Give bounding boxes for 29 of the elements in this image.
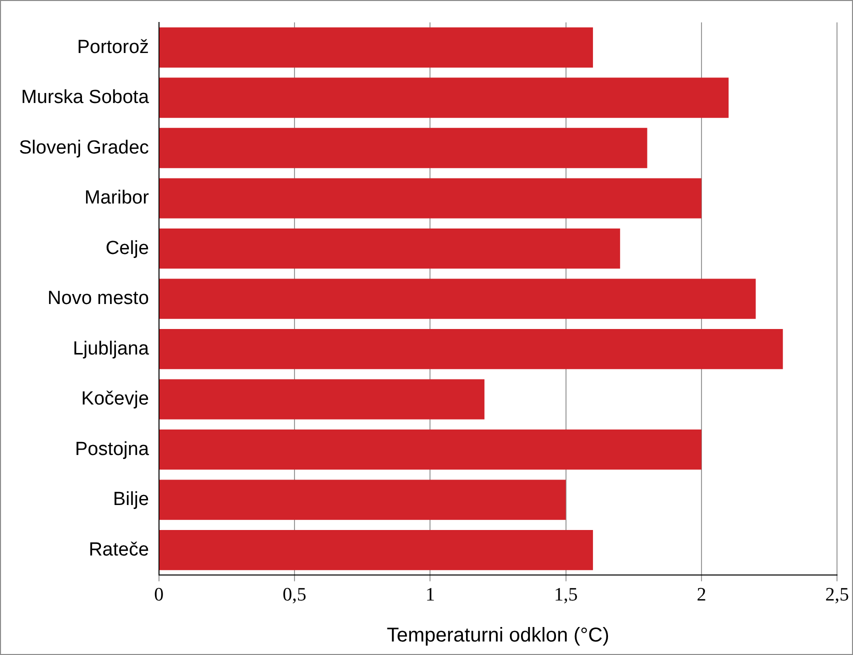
y-tick-label: Novo mesto [48, 288, 149, 310]
y-tick-label: Postojna [74, 438, 150, 460]
x-axis-title: Temperaturni odklon (°C) [386, 624, 610, 647]
bar [159, 78, 729, 118]
bar [159, 328, 783, 370]
x-tick-label: 1 [425, 584, 435, 606]
x-tick-label: 0 [154, 584, 164, 606]
bar [159, 178, 702, 218]
bar [159, 27, 593, 68]
bar [159, 530, 593, 570]
bar [159, 429, 702, 470]
y-tick-label: Kočevje [81, 388, 149, 410]
x-tick-label: 2,5 [825, 584, 849, 606]
x-tick-label: 1,5 [554, 584, 578, 606]
bar [159, 228, 620, 269]
y-tick-label: Ljubljana [72, 338, 150, 360]
bar [159, 379, 484, 420]
bar [159, 278, 756, 319]
x-tick-label: 2 [696, 584, 706, 606]
y-tick-label: Bilje [112, 489, 149, 510]
x-tick-label: 0,5 [282, 584, 306, 606]
bar [159, 128, 648, 168]
y-tick-label: Murska Sobota [21, 87, 150, 108]
y-tick-label: Maribor [84, 188, 150, 209]
y-tick-label: Celje [106, 238, 149, 259]
bar [159, 480, 566, 520]
y-tick-label: Portorož [77, 36, 149, 58]
y-tick-label: Slovenj Gradec [18, 137, 149, 158]
y-tick-label: Rateče [88, 539, 149, 560]
